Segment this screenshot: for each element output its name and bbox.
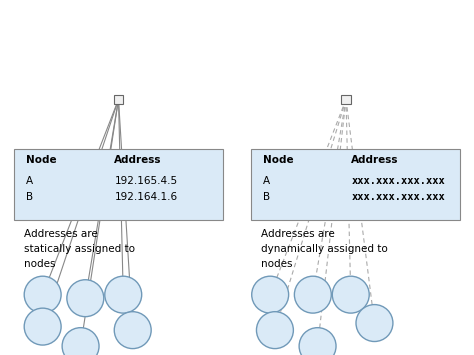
Ellipse shape (332, 276, 369, 313)
Ellipse shape (114, 312, 151, 349)
Text: Address: Address (114, 155, 162, 165)
Text: 192.165.4.5: 192.165.4.5 (114, 176, 177, 186)
Text: Addresses are
statically assigned to
nodes: Addresses are statically assigned to nod… (24, 229, 135, 269)
Text: Node: Node (26, 155, 57, 165)
Text: A: A (26, 176, 33, 186)
Ellipse shape (24, 276, 61, 313)
Text: Address: Address (351, 155, 399, 165)
Ellipse shape (356, 305, 393, 342)
Text: xxx.xxx.xxx.xxx: xxx.xxx.xxx.xxx (351, 176, 445, 186)
Text: Node: Node (263, 155, 294, 165)
Ellipse shape (67, 280, 104, 317)
Text: Addresses are
dynamically assigned to
nodes: Addresses are dynamically assigned to no… (261, 229, 387, 269)
FancyBboxPatch shape (251, 149, 460, 220)
Text: 192.164.1.6: 192.164.1.6 (114, 192, 177, 202)
Bar (341, 95, 351, 104)
Ellipse shape (256, 312, 293, 349)
Ellipse shape (294, 276, 331, 313)
Ellipse shape (62, 328, 99, 355)
Ellipse shape (105, 276, 142, 313)
Text: B: B (263, 192, 270, 202)
Ellipse shape (252, 276, 289, 313)
Text: A: A (263, 176, 270, 186)
Ellipse shape (299, 328, 336, 355)
Ellipse shape (24, 308, 61, 345)
FancyBboxPatch shape (14, 149, 223, 220)
Text: B: B (26, 192, 33, 202)
Bar (114, 95, 123, 104)
Text: xxx.xxx.xxx.xxx: xxx.xxx.xxx.xxx (351, 192, 445, 202)
